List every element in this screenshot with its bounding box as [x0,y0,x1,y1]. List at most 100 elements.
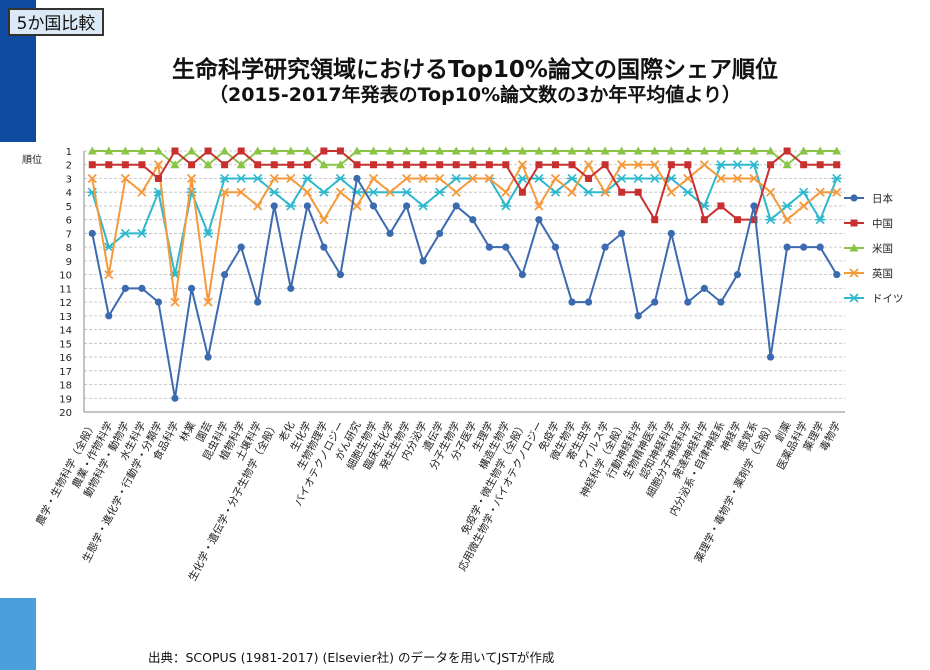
data-point [368,173,379,184]
data-point [485,243,493,251]
data-point [782,215,792,225]
data-point [749,160,760,170]
data-point [749,146,759,155]
data-point [186,173,197,184]
data-point [236,187,246,197]
data-point [550,187,561,197]
data-point [137,146,147,155]
data-point [666,146,676,155]
data-point [270,202,278,210]
data-point [567,173,578,184]
data-point [253,146,263,155]
data-point [849,268,859,278]
y-tick-label: 3 [66,174,72,185]
y-tick-label: 5 [66,202,72,213]
y-tick-label: 19 [59,394,72,405]
data-point [584,298,593,306]
data-point [103,242,114,252]
data-point [187,284,196,292]
data-point [138,161,146,169]
data-point [221,161,229,169]
data-point [733,271,742,279]
data-point [87,146,97,155]
data-point [550,173,561,184]
data-point [120,146,130,155]
data-point [352,146,362,155]
data-point [368,187,379,197]
data-point [436,229,444,238]
data-point [451,173,462,184]
data-point [567,146,577,155]
y-tick-label: 18 [59,381,72,392]
series-uk [87,160,842,307]
data-point [369,146,379,155]
data-point [104,269,114,280]
data-point [551,243,560,251]
chart-subtitle: （2015-2017年発表のTop10%論文数の3か年平均値より） [208,84,742,106]
legend-label: 中国 [872,217,893,230]
data-point [551,161,559,169]
legend-label: 米国 [872,242,893,255]
data-point [435,146,445,155]
legend-item-germany: ドイツ [844,293,904,305]
data-point [287,284,295,292]
data-point [799,201,809,211]
data-point [335,160,345,169]
legend-label: 英国 [872,267,893,280]
data-point [832,187,842,197]
data-point [452,161,460,169]
series-line [91,175,838,399]
data-point [252,173,263,184]
series-china [88,147,841,224]
series-line [91,161,837,303]
data-point [766,146,776,155]
y-tick-label: 4 [66,188,72,199]
data-point [353,174,361,183]
y-tick-label: 16 [59,353,72,364]
data-point [533,173,544,184]
data-point [633,146,643,155]
data-point [616,173,627,184]
data-point [517,173,528,184]
data-point [302,146,312,155]
data-point [352,201,362,211]
data-point [318,187,329,197]
data-point [401,173,412,184]
data-point [104,146,114,155]
data-point [136,228,147,238]
data-point [617,146,627,155]
data-point [567,187,577,197]
data-point [219,173,230,184]
legend-item-japan: 日本 [844,192,893,205]
data-point [204,147,212,155]
data-point [320,147,328,155]
data-point [600,146,610,155]
data-point [418,173,428,184]
data-point [336,147,344,155]
data-point [237,147,245,155]
y-tick-label: 12 [59,298,72,309]
y-tick-label: 17 [59,367,72,378]
data-point [815,146,825,155]
comparison-badge: 5か国比較 [8,8,104,36]
data-point [518,188,526,196]
data-point [88,161,96,169]
data-point [815,187,825,197]
data-point [633,160,643,170]
data-point [121,161,129,169]
data-point [782,201,793,211]
data-point [799,146,809,155]
data-point [518,271,527,279]
data-point [153,146,163,155]
data-point [833,271,841,279]
data-point [171,394,179,402]
data-point [468,146,478,155]
data-point [452,202,460,210]
data-point [203,297,213,307]
y-axis-label: 順位 [22,153,42,166]
data-point [419,257,427,265]
data-point [386,161,394,169]
data-point [204,353,212,361]
data-point [320,243,328,251]
data-point [171,147,179,155]
